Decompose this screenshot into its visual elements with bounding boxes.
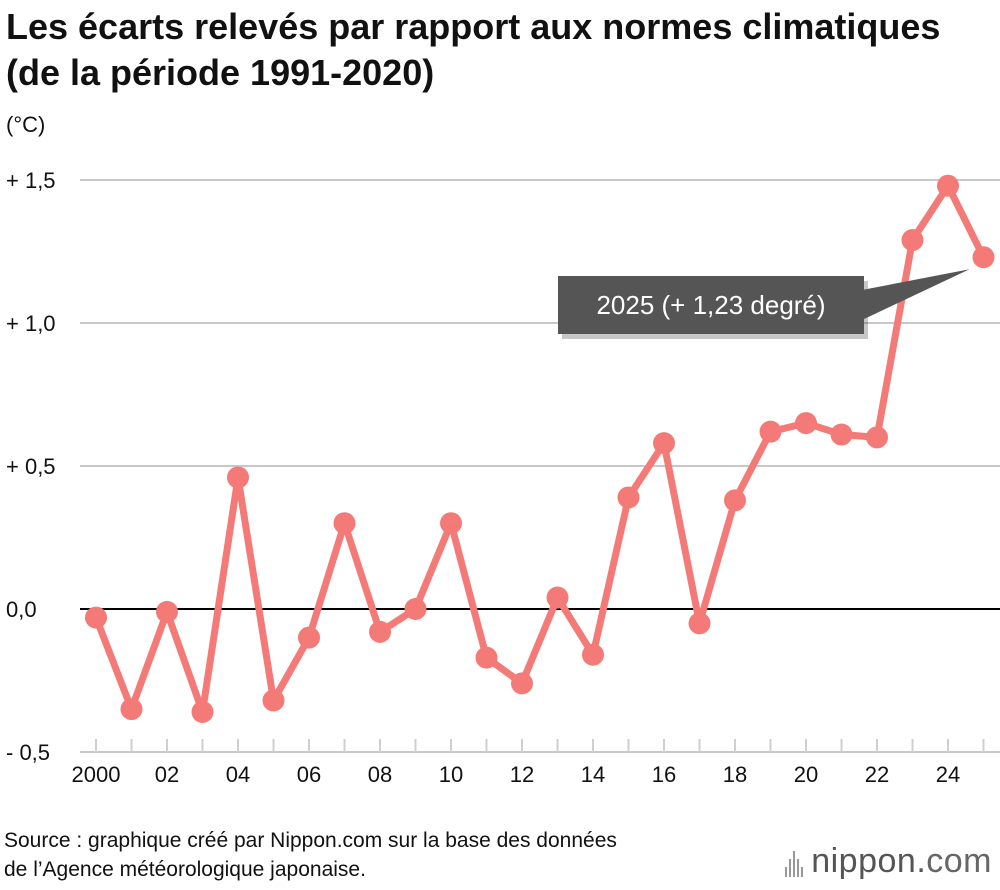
x-tick-label: 20 [794, 762, 818, 787]
data-point [617, 486, 640, 509]
line-chart: - 0,5 0,0 + 0,5 + 1,0 + 1,5 2000 02 04 06 08 10 12… [6, 168, 1000, 787]
x-tick-label: 24 [936, 762, 960, 787]
callout-box [558, 276, 864, 334]
y-tick-label: - 0,5 [6, 740, 50, 765]
data-point [511, 672, 533, 695]
grid-lines [80, 179, 1000, 753]
source-line-2: de l’Agence météorologique japonaise. [4, 858, 366, 881]
data-point [262, 689, 285, 712]
data-point [298, 626, 320, 649]
y-axis-unit: (°C) [6, 112, 46, 137]
y-tick-label: + 0,5 [6, 454, 56, 479]
x-tick-label: 06 [297, 762, 321, 787]
series-polyline [92, 182, 987, 716]
source-note: Source : graphique créé par Nippon.com s… [4, 826, 764, 884]
x-tick-label: 02 [155, 762, 179, 787]
x-tick-label: 10 [439, 762, 463, 787]
data-point [724, 489, 746, 512]
data-point [333, 512, 356, 535]
series-line [92, 182, 987, 716]
brand-logo: nippon. com [785, 842, 992, 881]
data-point [653, 432, 675, 455]
x-tick-label: 16 [652, 762, 676, 787]
data-point [227, 466, 249, 489]
data-point [546, 586, 569, 609]
x-tick-label: 18 [723, 762, 747, 787]
brand-suffix: com [926, 842, 992, 880]
data-point [475, 646, 498, 669]
brand-bars-icon [785, 847, 804, 877]
data-point [404, 598, 427, 620]
data-point [120, 698, 143, 721]
y-tick-label: + 1,0 [6, 311, 56, 336]
data-point [972, 246, 995, 269]
source-line-1: Source : graphique créé par Nippon.com s… [4, 829, 617, 852]
data-point [795, 412, 817, 435]
data-point [830, 423, 853, 446]
data-point [759, 420, 782, 443]
data-points [85, 174, 995, 723]
brand-dot: . [916, 842, 927, 880]
data-point [156, 600, 178, 623]
data-point [85, 606, 107, 629]
annotation-callout: 2025 (+ 1,23 degré) [558, 269, 970, 339]
y-tick-label: + 1,5 [6, 168, 56, 193]
x-tick-label: 08 [368, 762, 392, 787]
x-tick-label: 22 [865, 762, 889, 787]
data-point [866, 426, 888, 449]
data-point [901, 229, 924, 252]
callout-label: 2025 (+ 1,23 degré) [596, 290, 825, 320]
y-tick-labels: - 0,5 0,0 + 0,5 + 1,0 + 1,5 [6, 168, 56, 765]
x-tick-label: 2000 [72, 762, 121, 787]
data-point [937, 174, 959, 197]
chart-title: Les écarts relevés par rapport aux norme… [6, 6, 941, 93]
data-point [688, 612, 711, 635]
y-tick-label: 0,0 [6, 597, 37, 622]
x-tick-label: 12 [510, 762, 534, 787]
data-point [191, 700, 214, 723]
brand-name: nippon [811, 842, 917, 880]
x-tick-label: 04 [226, 762, 250, 787]
x-tick-label: 14 [581, 762, 605, 787]
data-point [369, 620, 391, 643]
data-point [440, 512, 462, 535]
x-axis: 2000 02 04 06 08 10 12 14 16 18 20 22 24 [72, 739, 985, 787]
callout-pointer [862, 269, 970, 320]
data-point [582, 643, 604, 666]
